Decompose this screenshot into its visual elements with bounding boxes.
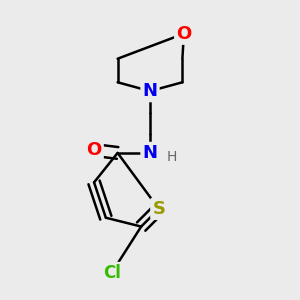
Text: N: N <box>142 144 158 162</box>
Text: S: S <box>152 200 165 218</box>
Text: O: O <box>86 141 102 159</box>
Text: N: N <box>142 82 158 100</box>
Text: Cl: Cl <box>103 264 121 282</box>
Text: O: O <box>176 25 191 43</box>
Text: H: H <box>167 150 177 164</box>
